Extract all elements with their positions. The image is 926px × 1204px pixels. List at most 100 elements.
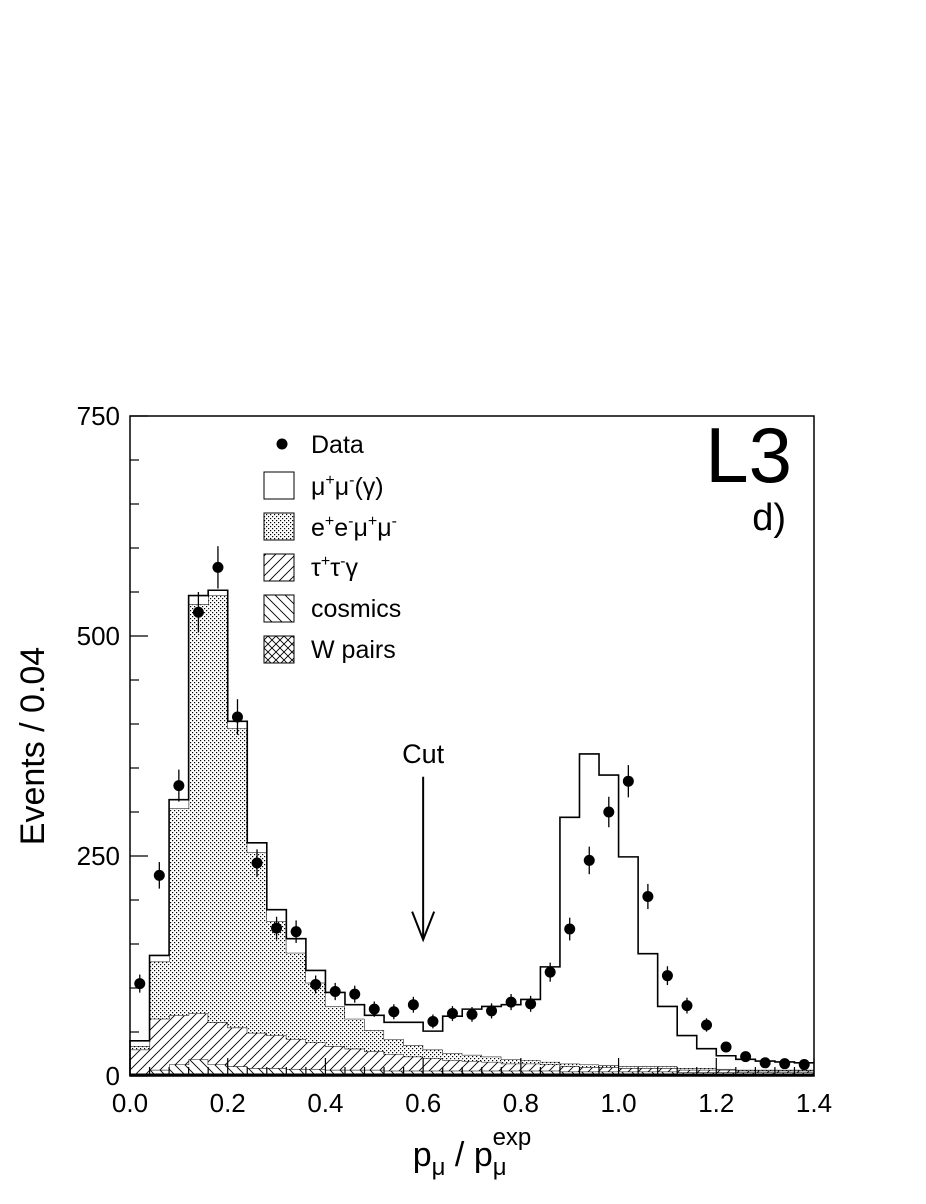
histogram-bar (227, 1066, 248, 1076)
legend-data-label: Data (311, 431, 364, 459)
x-tick-label: 0.2 (210, 1088, 246, 1118)
histogram-bar (149, 961, 170, 1019)
histogram-bar (364, 1069, 385, 1076)
data-point (349, 985, 361, 1003)
data-point (564, 917, 576, 941)
histogram-bar (130, 1049, 150, 1075)
histogram-bar (540, 1061, 560, 1065)
histogram-bar (599, 1067, 619, 1072)
histogram-bar (344, 1018, 365, 1049)
data-point (720, 1041, 732, 1053)
histogram-bar (462, 1070, 482, 1076)
histogram-bar (364, 1015, 385, 1031)
histogram-bar (384, 1039, 404, 1054)
y-tick-label: 500 (77, 621, 120, 651)
x-tick-label: 1.2 (698, 1088, 734, 1118)
data-marker (779, 1058, 791, 1070)
x-label-p2: p (474, 1136, 493, 1174)
data-marker (310, 978, 322, 990)
data-point (681, 997, 693, 1014)
histogram-bar (579, 753, 600, 1065)
data-points (134, 546, 810, 1071)
data-marker (564, 923, 576, 935)
legend-wpairs-label: W pairs (311, 636, 396, 664)
x-tick-label: 0.4 (307, 1088, 343, 1118)
data-marker (525, 998, 537, 1010)
histogram-bar (169, 1015, 189, 1065)
y-tick-labels: 0 250 500 750 (77, 401, 120, 1091)
legend-cosmics-swatch (263, 594, 295, 623)
histogram-bar (423, 1058, 443, 1071)
data-marker (251, 857, 263, 869)
histogram-bar (501, 1059, 521, 1064)
histogram-bar (442, 1060, 463, 1071)
histogram-bar (481, 1006, 502, 1057)
histogram-bar (149, 955, 170, 962)
data-marker (622, 775, 634, 787)
histogram-bar (266, 1068, 287, 1076)
x-label-sub2-mu: μ (493, 1154, 507, 1181)
histogram-bar (657, 1066, 678, 1069)
histogram-bar (149, 1069, 170, 1076)
histogram-bar (344, 1069, 365, 1076)
legend-mumu-swatch (263, 471, 295, 500)
stacked-histogram (129, 589, 814, 1077)
data-marker (701, 1019, 713, 1031)
histogram-bar (325, 1046, 345, 1070)
histogram-bar (364, 1030, 385, 1052)
panel-label: d) (752, 497, 786, 539)
histogram-bar (462, 1009, 482, 1055)
data-marker (231, 711, 243, 723)
histogram-bar (579, 1067, 600, 1072)
histogram-bar (384, 1054, 404, 1071)
legend-eemumu-label: e+e-μ+μ- (311, 513, 397, 542)
data-point (759, 1057, 771, 1069)
data-point (603, 796, 615, 828)
histogram-bar (520, 1070, 541, 1076)
data-marker (192, 606, 204, 618)
legend-cosmics-label: cosmics (311, 595, 401, 623)
legend-tautau-label: τ+τ-γ (311, 553, 358, 582)
histogram-bar (579, 1071, 600, 1076)
histogram-bar (696, 1048, 717, 1069)
histogram-bar (559, 1066, 580, 1072)
data-point (779, 1058, 791, 1070)
histogram-bar (384, 1070, 404, 1076)
data-marker (486, 1005, 498, 1017)
histogram-bar (130, 1046, 150, 1050)
data-point (368, 1001, 380, 1017)
histogram-bar (520, 999, 541, 1061)
histogram-bar (325, 1069, 345, 1076)
data-point (505, 994, 517, 1011)
histogram-bar (599, 775, 619, 1066)
histogram-bar (247, 852, 267, 1033)
histogram-bar (305, 982, 326, 1043)
data-marker (466, 1008, 478, 1020)
data-marker (271, 922, 283, 934)
data-point (701, 1018, 713, 1032)
histogram-bar (403, 1045, 424, 1057)
experiment-label: L3 (705, 411, 792, 499)
data-point (583, 846, 595, 875)
histogram-bar (696, 1068, 717, 1070)
histogram-bar (774, 1070, 795, 1073)
data-point (486, 1003, 498, 1019)
histogram-bar (657, 1071, 678, 1076)
histogram-bar (462, 1061, 482, 1071)
data-marker (740, 1051, 752, 1063)
data-point (231, 699, 243, 735)
x-axis-label: pμ / pμexp (413, 1124, 532, 1181)
x-tick-label: 1.4 (796, 1088, 832, 1118)
x-tick-label: 0.0 (112, 1088, 148, 1118)
histogram-bar (423, 1031, 443, 1050)
histogram-bar (696, 1069, 717, 1073)
data-marker (173, 780, 185, 792)
histogram-bar (286, 1068, 306, 1076)
histogram-bar (599, 1071, 619, 1076)
data-marker (446, 1008, 458, 1020)
histogram-bar (266, 921, 287, 1036)
data-marker (798, 1059, 810, 1071)
histogram-bar (266, 1035, 287, 1069)
y-tick-label: 750 (77, 401, 120, 431)
